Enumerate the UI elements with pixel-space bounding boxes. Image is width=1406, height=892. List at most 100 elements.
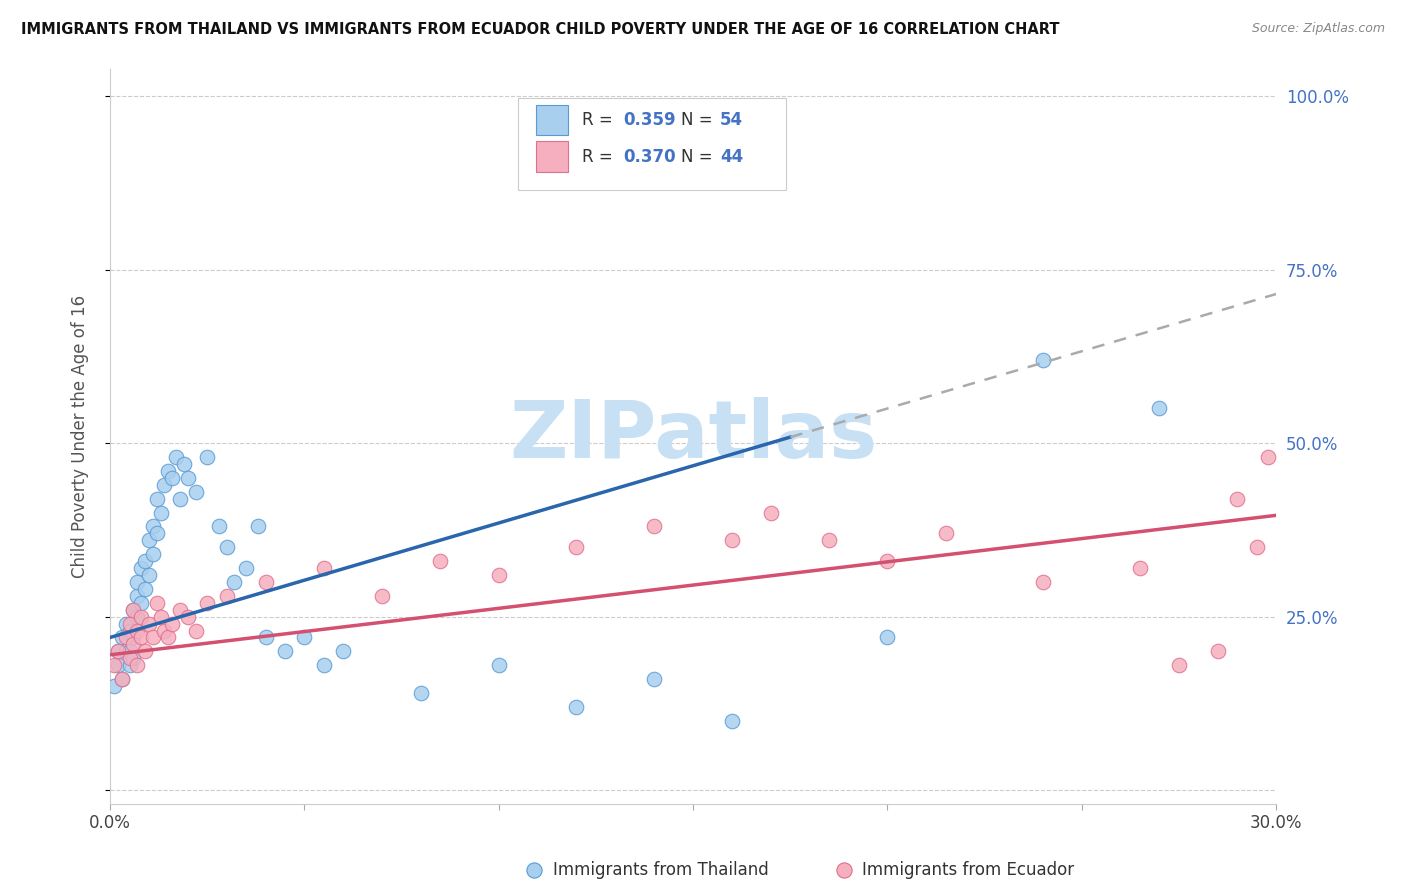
Point (149, 506, 172, 520)
Point (157, 464, 180, 478)
Point (169, 491, 191, 506)
Point (1246, 541, 1268, 555)
Point (177, 471, 200, 485)
Point (195, 450, 218, 464)
Point (162, 471, 184, 485)
Point (129, 596, 152, 610)
Point (177, 609, 200, 624)
Point (429, 554, 451, 568)
Point (1206, 644, 1229, 658)
Point (127, 658, 149, 673)
Point (409, 686, 432, 700)
Point (129, 609, 152, 624)
Point (142, 547, 165, 561)
Point (118, 624, 141, 638)
Point (169, 603, 191, 617)
Point (643, 519, 665, 533)
Point (122, 637, 145, 651)
Point (134, 582, 156, 596)
Point (153, 478, 176, 492)
Point (114, 616, 136, 631)
Point (488, 658, 510, 673)
Point (1032, 574, 1054, 589)
Text: 54: 54 (720, 111, 742, 129)
Point (111, 672, 134, 686)
Point (127, 589, 149, 603)
Point (332, 644, 354, 658)
Point (107, 644, 129, 658)
Point (162, 616, 184, 631)
Point (114, 631, 136, 645)
Point (184, 484, 207, 499)
Point (1167, 658, 1189, 673)
Point (759, 506, 782, 520)
Point (488, 568, 510, 582)
Point (111, 631, 134, 645)
Point (127, 609, 149, 624)
Point (142, 519, 165, 533)
Point (118, 644, 141, 658)
Point (157, 631, 180, 645)
Text: 0.359: 0.359 (623, 111, 676, 129)
Point (643, 672, 665, 686)
Point (122, 631, 145, 645)
Point (312, 658, 335, 673)
Point (114, 644, 136, 658)
Point (153, 624, 176, 638)
Point (565, 541, 588, 555)
Y-axis label: Child Poverty Under the Age of 16: Child Poverty Under the Age of 16 (72, 294, 89, 578)
Text: Source: ZipAtlas.com: Source: ZipAtlas.com (1251, 22, 1385, 36)
Text: N =: N = (682, 111, 718, 129)
Point (107, 658, 129, 673)
Point (173, 457, 195, 471)
Point (721, 533, 744, 548)
Point (118, 658, 141, 673)
Point (565, 699, 588, 714)
Point (184, 624, 207, 638)
Point (129, 561, 152, 575)
Point (107, 644, 129, 658)
Bar (536, 141, 568, 172)
Point (122, 651, 145, 665)
Point (145, 526, 167, 541)
Point (111, 672, 134, 686)
Text: R =: R = (582, 148, 619, 166)
Point (818, 533, 841, 548)
Point (935, 526, 957, 541)
Point (142, 631, 165, 645)
Point (1226, 491, 1249, 506)
Point (165, 450, 187, 464)
Point (122, 603, 145, 617)
Bar (536, 104, 568, 136)
Point (127, 574, 149, 589)
Point (215, 589, 238, 603)
Point (138, 568, 160, 582)
Point (145, 596, 167, 610)
Point (294, 631, 316, 645)
Point (371, 589, 394, 603)
Point (224, 574, 246, 589)
Point (195, 596, 218, 610)
Point (1032, 353, 1054, 368)
Point (721, 714, 744, 728)
Point (246, 519, 269, 533)
Point (138, 533, 160, 548)
Point (149, 609, 172, 624)
Point (118, 616, 141, 631)
Text: ZIPatlas: ZIPatlas (509, 397, 877, 475)
Text: Immigrants from Ecuador: Immigrants from Ecuador (862, 861, 1074, 879)
Point (134, 554, 156, 568)
Point (876, 554, 898, 568)
Point (254, 574, 277, 589)
Text: 0.370: 0.370 (623, 148, 676, 166)
FancyBboxPatch shape (519, 98, 786, 190)
Point (215, 541, 238, 555)
Text: N =: N = (682, 148, 718, 166)
Point (118, 651, 141, 665)
Point (134, 644, 156, 658)
Point (1149, 401, 1171, 416)
Text: Immigrants from Thailand: Immigrants from Thailand (553, 861, 768, 879)
Point (1257, 450, 1279, 464)
Point (103, 658, 125, 673)
Point (103, 679, 125, 693)
